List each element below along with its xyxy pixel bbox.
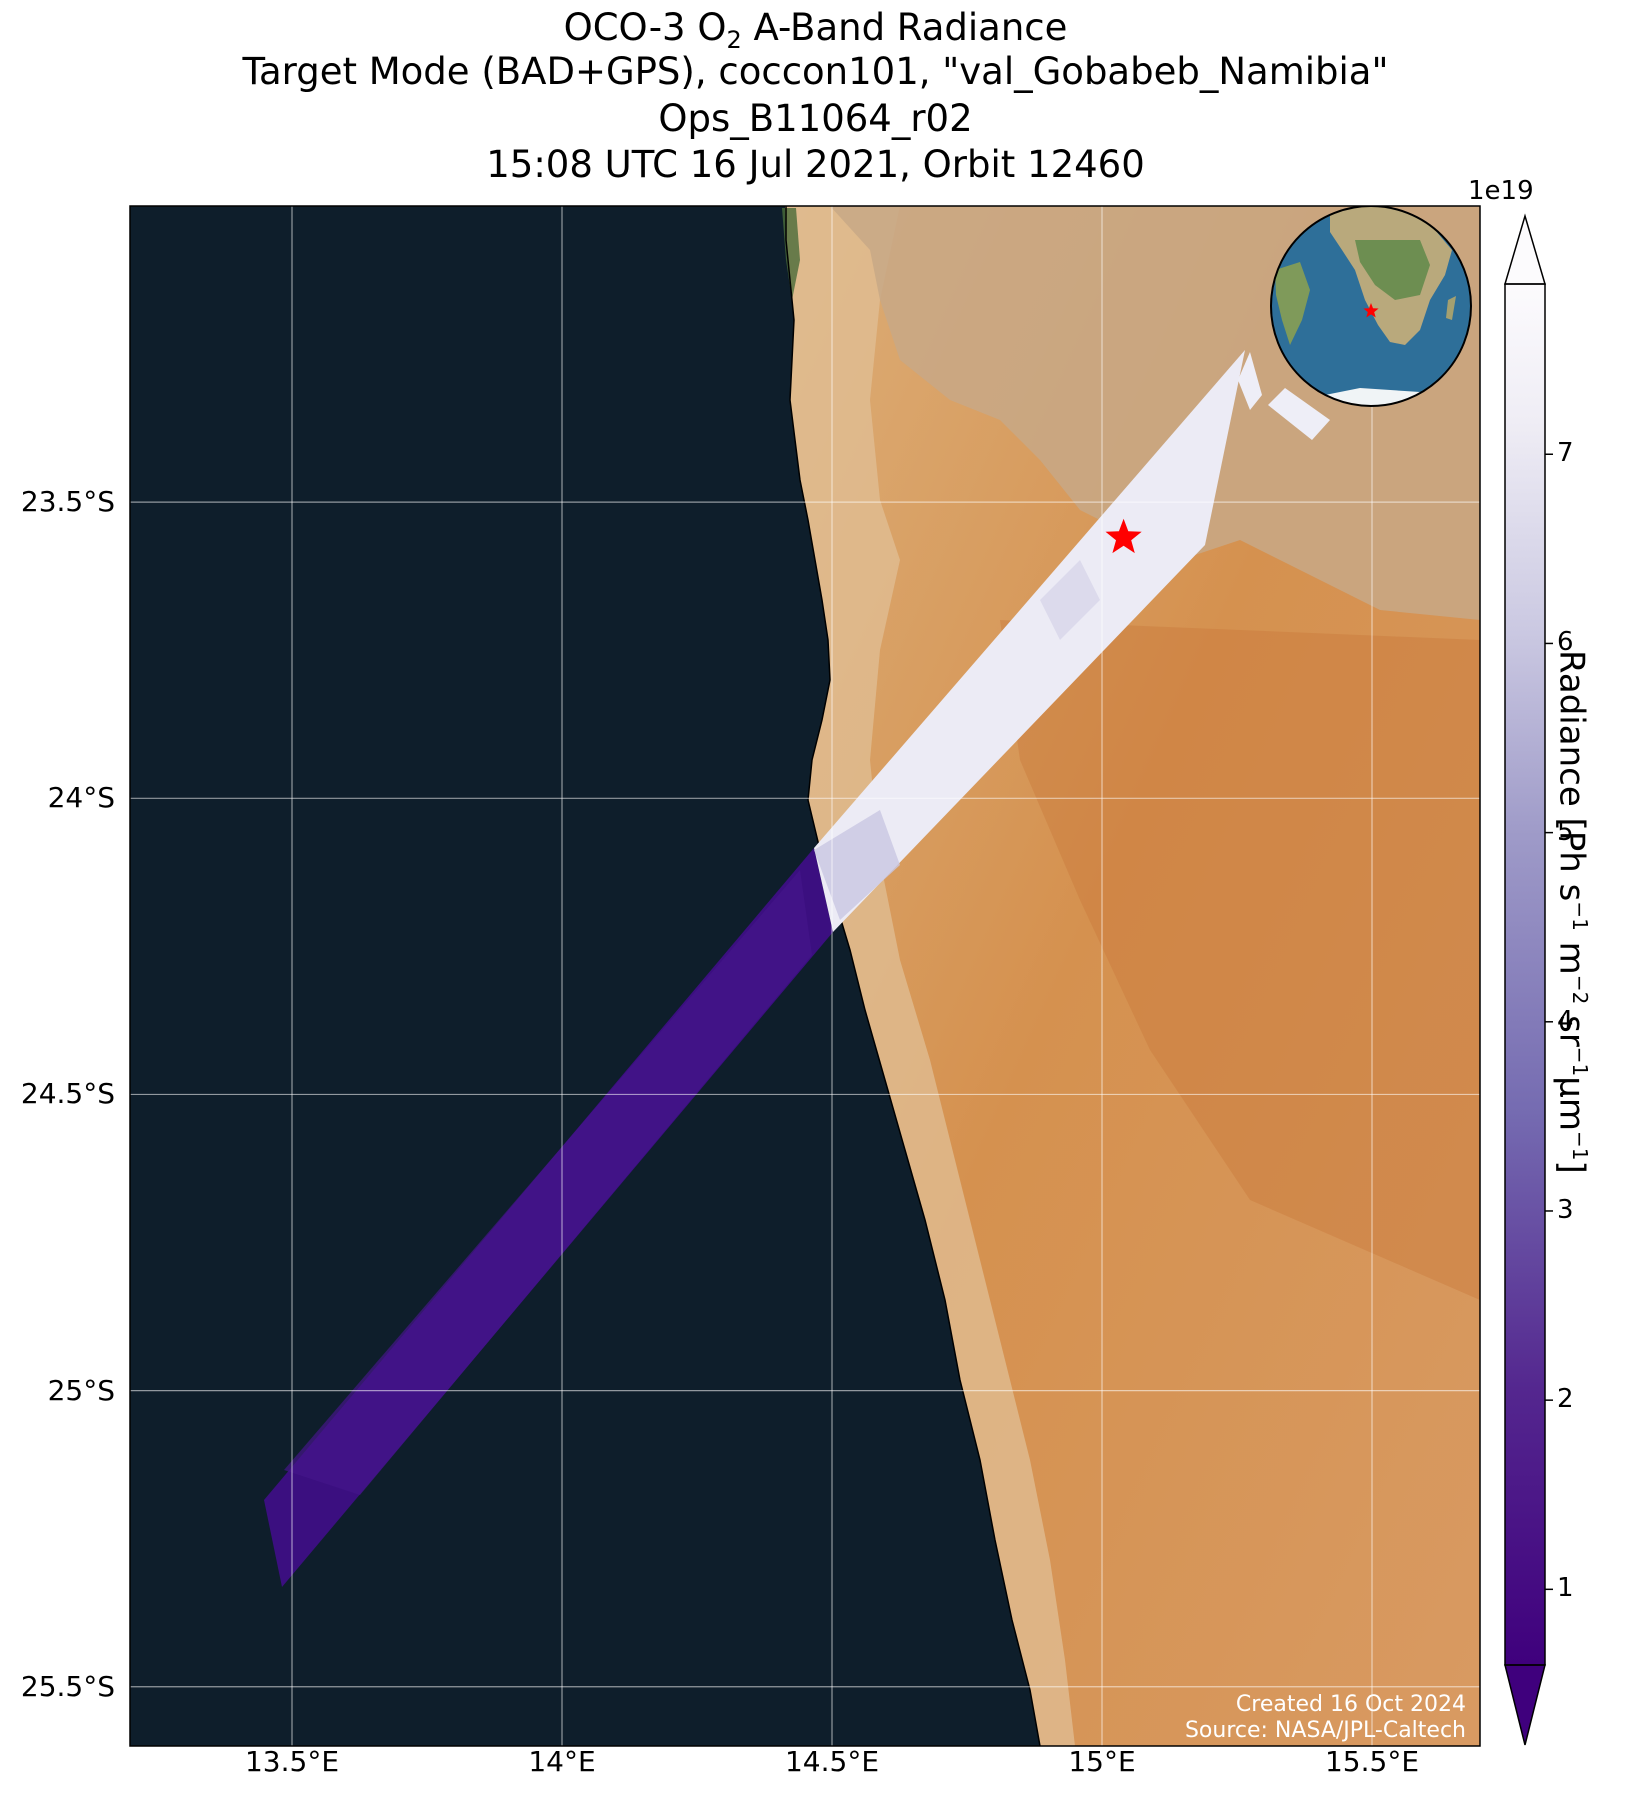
latitude-label-0: 23.5°S <box>20 485 115 519</box>
created-date-note: Created 16 Oct 2024 <box>1235 1692 1466 1717</box>
coastal-plain <box>785 206 1075 1746</box>
swath-land-segment <box>814 350 1245 932</box>
colorbar-tick-label-4: 5 <box>1557 816 1574 847</box>
swath-land-shading-2 <box>1040 560 1100 640</box>
colorbar-tick-label-0: 1 <box>1557 1573 1574 1604</box>
latitude-label-3: 25°S <box>47 1373 115 1407</box>
longitude-label-3: 15°E <box>1068 1745 1136 1778</box>
colorbar-tick-label-1: 2 <box>1557 1384 1574 1415</box>
swath-ocean-edge <box>284 870 812 1495</box>
inset-globe <box>1270 206 1472 407</box>
swath-fragment <box>1268 388 1330 440</box>
globe-madagascar <box>1446 296 1456 320</box>
dune-field-shade <box>1000 620 1480 1300</box>
radiance-swath <box>264 350 1330 1587</box>
colorbar-tick-label-5: 6 <box>1557 627 1574 658</box>
colorbar-gradient <box>1505 284 1545 1665</box>
swath-land-shading <box>814 810 900 920</box>
colorbar-outline <box>1504 283 1546 1666</box>
latitude-label-2: 24.5°S <box>20 1077 115 1111</box>
swath-fragment-2 <box>1238 352 1262 410</box>
target-site-star-icon <box>1105 518 1142 554</box>
chart-title: OCO-3 O2 A-Band Radiance <box>563 6 1068 54</box>
chart-subtitle-time: 15:08 UTC 16 Jul 2021, Orbit 12460 <box>486 143 1145 186</box>
colorbar-extend-max <box>1503 213 1547 285</box>
colorbar-label: Radiance [Ph s−1 m−2 sr−1μm−1] <box>1551 650 1592 1174</box>
longitude-label-2: 14.5°E <box>784 1745 880 1778</box>
colorbar-tick-label-6: 7 <box>1557 438 1574 469</box>
chart-subtitle-version: Ops_B11064_r02 <box>658 97 973 140</box>
longitude-label-0: 13.5°E <box>244 1745 340 1778</box>
longitude-label-1: 14°E <box>528 1745 596 1778</box>
colorbar-extend-min <box>1504 1664 1546 1746</box>
colorbar-tick-label-3: 4 <box>1557 1005 1574 1036</box>
globe-south-america <box>1275 262 1310 345</box>
latitude-label-4: 25.5°S <box>20 1669 115 1703</box>
longitude-label-4: 15.5°E <box>1324 1745 1420 1778</box>
colorbar-exponent: 1e19 <box>1468 176 1534 206</box>
globe-target-star-icon <box>1363 303 1379 318</box>
colorbar-tick-label-2: 3 <box>1557 1194 1574 1225</box>
latitude-label-1: 24°S <box>47 781 115 815</box>
map-gridlines <box>130 206 1480 1746</box>
chart-subtitle-mode: Target Mode (BAD+GPS), coccon101, "val_G… <box>242 50 1389 93</box>
globe-africa-green <box>1355 240 1430 300</box>
map-frame <box>129 205 1481 1747</box>
coastline <box>785 206 1041 1746</box>
colorbar <box>1503 213 1553 1746</box>
source-credit-note: Source: NASA/JPL-Caltech <box>1184 1718 1466 1743</box>
